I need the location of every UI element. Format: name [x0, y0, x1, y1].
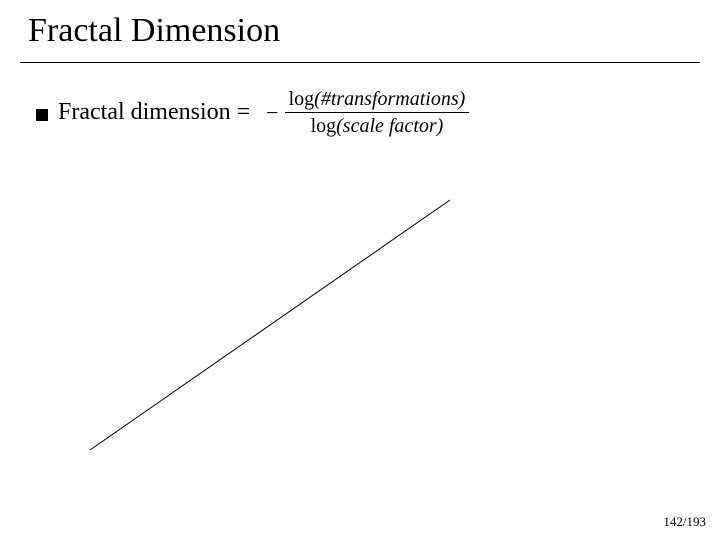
page-number: 142/193 — [663, 514, 706, 530]
formula: − log(#transformations) log(scale factor… — [266, 88, 469, 137]
numerator-fn: log — [289, 88, 315, 110]
line-segment — [90, 200, 450, 450]
numerator-arg: (#transformations) — [314, 88, 465, 110]
slide: Fractal Dimension Fractal dimension = − … — [0, 0, 720, 540]
fraction-numerator: log(#transformations) — [285, 88, 470, 110]
page-total: 193 — [687, 514, 707, 529]
minus-sign: − — [266, 100, 278, 126]
bullet-row: Fractal dimension = − log(#transformatio… — [36, 88, 469, 137]
fraction-denominator: log(scale factor) — [307, 115, 448, 137]
denominator-arg: (scale factor) — [336, 115, 443, 137]
bullet-lead-text: Fractal dimension = — [58, 99, 250, 126]
diagonal-line — [0, 0, 720, 540]
slide-title: Fractal Dimension — [28, 12, 280, 50]
bullet-square-icon — [36, 109, 48, 121]
fraction-bar — [285, 112, 470, 113]
title-underline — [20, 62, 700, 63]
denominator-fn: log — [311, 115, 337, 137]
page-current: 142 — [663, 514, 683, 529]
fraction: log(#transformations) log(scale factor) — [285, 88, 470, 137]
